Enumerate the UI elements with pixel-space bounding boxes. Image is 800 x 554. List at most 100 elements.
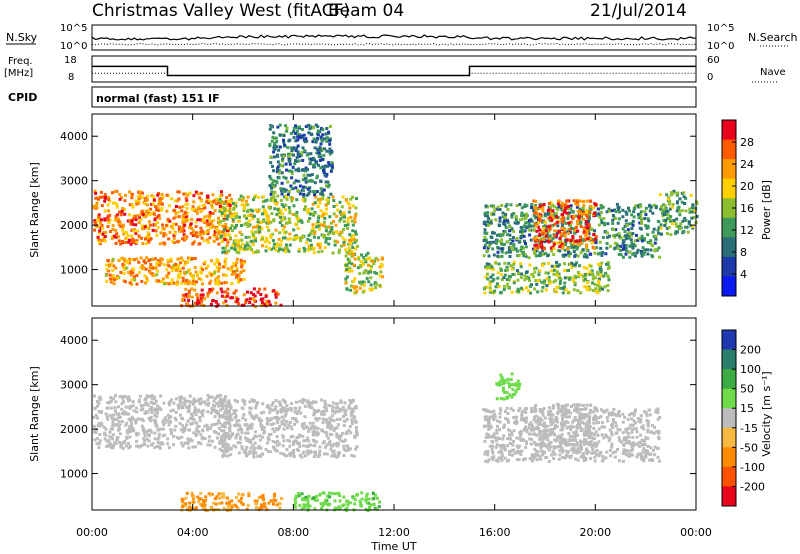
velocity-echo-cell [274,399,278,403]
velocity-echo-cell [311,421,315,425]
power-echo-cell [370,264,373,268]
power-echo-cell [308,127,312,131]
power-echo-cell [194,190,198,194]
power-echo-cell [309,157,313,161]
power-echo-cell [292,181,296,185]
power-echo-cell [234,201,238,205]
velocity-echo-cell [312,408,316,412]
velocity-echo-cell [185,399,189,403]
power-echo-cell [552,247,556,251]
velocity-echo-cell [203,437,207,440]
power-echo-cell [613,208,616,212]
power-echo-cell [560,224,564,228]
velocity-echo-cell [303,415,307,419]
velocity-echo-cell [181,424,184,428]
power-echo-cell [93,220,97,224]
power-echo-cell [161,277,165,281]
power-echo-cell [593,211,596,215]
velocity-echo-cell [115,436,119,439]
velocity-echo-cell [173,416,177,420]
power-echo-cell [246,243,250,247]
velocity-echo-cell [222,443,226,447]
power-echo-cell [125,231,129,235]
power-echo-cell [99,190,103,194]
power-echo-cell [108,213,112,217]
velocity-echo-cell [306,429,310,433]
power-echo-cell [217,242,221,246]
power-echo-cell [373,271,377,274]
power-echo-cell [674,222,678,226]
velocity-echo-cell [634,427,638,431]
power-echo-cell [185,302,189,306]
velocity-echo-cell [220,429,224,432]
velocity-echo-cell [253,434,257,438]
velocity-echo-cell [136,417,140,421]
power-echo-cell [266,218,270,222]
power-echo-cell [598,263,602,267]
velocity-echo-cell [244,431,248,435]
power-echo-cell [144,281,148,285]
velocity-echo-cell [98,433,102,437]
velocity-echo-cell [330,418,334,422]
power-echo-cell [335,231,339,234]
power-echo-cell [584,234,588,238]
power-echo-cell [528,284,532,288]
velocity-echo-cell [196,495,200,499]
power-echo-cell [234,239,238,243]
power-echo-cell [221,246,225,250]
power-echo-cell [639,251,643,255]
power-echo-cell [492,231,496,235]
velocity-echo-cell [322,491,326,495]
power-echo-cell [170,266,174,269]
velocity-echo-cell [228,427,232,431]
power-echo-cell [549,239,553,243]
power-echo-cell [567,250,571,254]
power-echo-cell [261,301,264,305]
power-echo-cell [121,228,125,232]
power-echo-cell [306,237,310,241]
velocity-echo-cell [328,421,332,425]
velocity-echo-cell [159,394,163,398]
power-echo-cell [544,220,548,224]
power-echo-cell [649,248,653,252]
power-echo-cell [155,221,159,224]
power-echo-cell [607,278,611,282]
power-echo-cell [576,209,580,213]
power-echo-cell [114,241,118,245]
power-echo-cell [182,238,186,242]
power-echo-cell [556,249,560,253]
power-echo-cell [279,187,283,191]
power-echo-cell [191,279,195,283]
noise-tick-left-bottom: 10^0 [60,41,87,52]
power-echo-cell [223,263,227,267]
power-echo-cell [144,235,148,239]
velocity-echo-cell [295,447,299,451]
velocity-echo-cell [184,504,187,508]
power-echo-cell [314,123,318,127]
power-echo-cell [358,286,362,290]
power-echo-cell [564,243,567,247]
power-echo-cell [303,140,307,144]
power-echo-cell [537,273,541,277]
power-echo-cell [111,269,115,272]
power-echo-cell [153,257,157,261]
power-echo-cell [590,241,594,245]
power-echo-cell [565,211,569,215]
power-echo-cell [138,193,142,197]
velocity-echo-cell [328,416,332,420]
velocity-echo-cell [654,410,658,414]
power-echo-cell [291,165,295,169]
power-echo-cell [308,157,312,161]
power-echo-cell [287,206,291,209]
power-echo-cell [329,221,333,225]
power-echo-cell [587,213,591,217]
power-echo-cell [328,152,332,156]
power-echo-cell [327,130,331,134]
power-echo-cell [178,271,182,275]
power-echo-cell [310,133,314,137]
velocity-echo-cell [547,433,551,437]
power-echo-cell [594,241,598,245]
power-echo-cell [346,223,350,227]
velocity-echo-cell [158,406,162,410]
power-echo-cell [181,299,185,302]
